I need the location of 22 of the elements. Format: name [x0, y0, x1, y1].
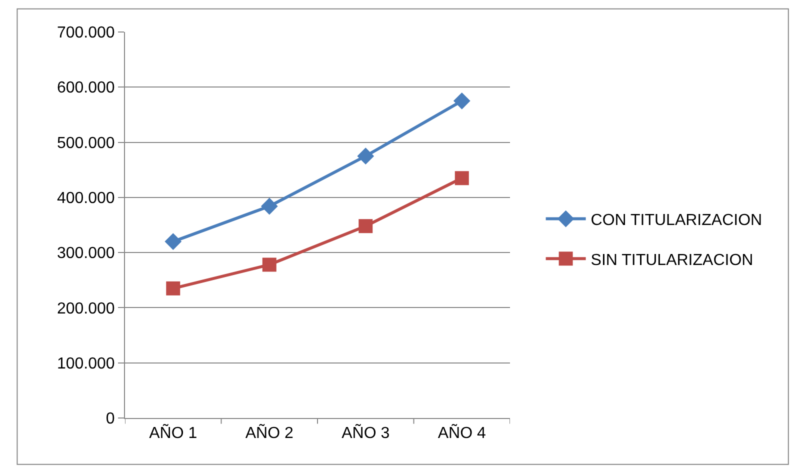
point — [262, 258, 276, 272]
legend-label: CON TITULARIZACION — [590, 212, 762, 230]
y-tick-label: 600.000 — [56, 80, 115, 97]
y-tick-label: 300.000 — [56, 245, 115, 262]
y-tick-label: 100.000 — [56, 355, 115, 372]
x-tick-label: AÑO 3 — [342, 423, 390, 442]
point — [358, 219, 373, 234]
y-tick-label: 500.000 — [56, 134, 115, 152]
legend-label: SIN TITULARIZACION — [590, 252, 754, 269]
point — [357, 148, 374, 165]
point — [164, 233, 182, 250]
point — [454, 171, 469, 186]
point — [453, 92, 470, 110]
y-tick-label: 200.000 — [56, 300, 115, 318]
y-tick-label: 0 — [106, 410, 115, 428]
point — [260, 198, 278, 215]
point — [166, 281, 180, 296]
x-tick-label: AÑO 1 — [149, 423, 198, 442]
y-tick-label: 700.000 — [56, 24, 115, 42]
x-tick-label: AÑO 2 — [245, 423, 294, 442]
y-tick-label: 400.000 — [56, 190, 115, 208]
x-tick-label: AÑO 4 — [438, 423, 486, 442]
